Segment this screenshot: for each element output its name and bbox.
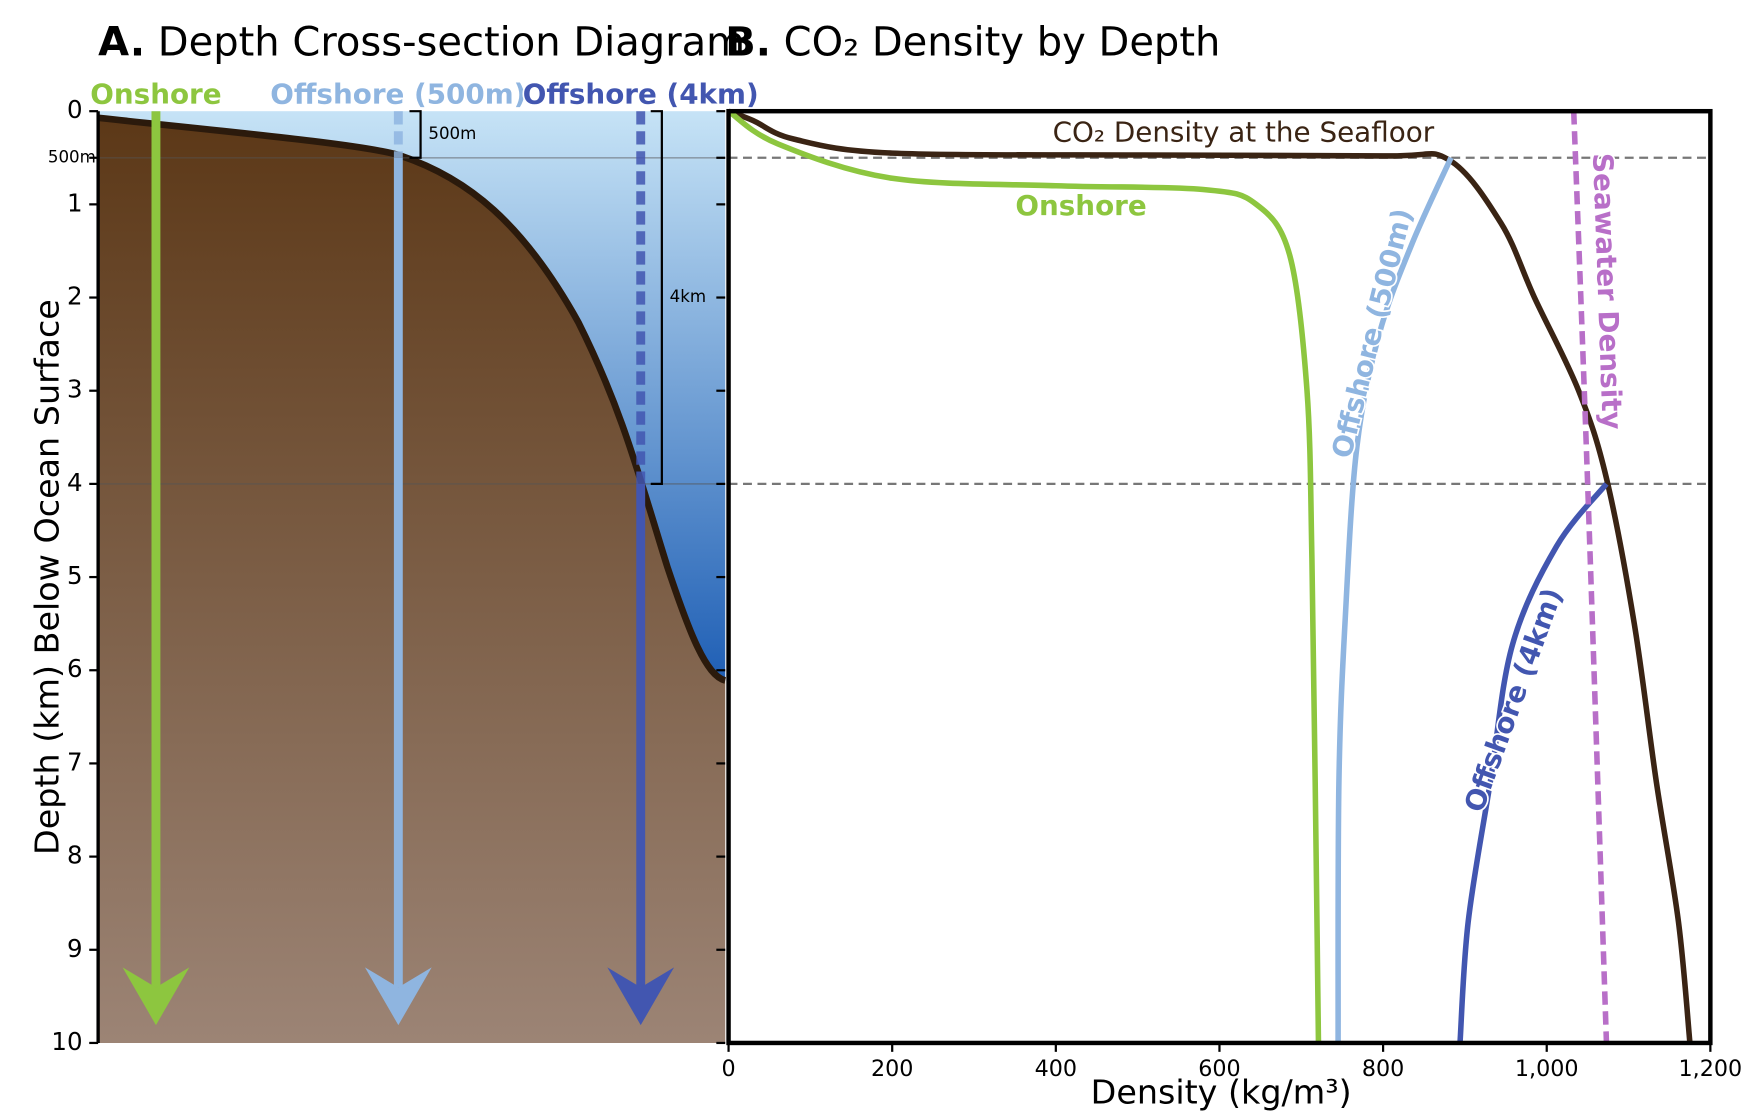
series-line	[1570, 111, 1610, 1044]
x-axis-label: Density (kg/m³)	[1091, 1073, 1352, 1112]
y-tick-label: 10	[51, 1027, 82, 1056]
x-tick-label: 600	[1198, 1056, 1240, 1082]
bracket-label: 4km	[670, 287, 706, 306]
well-arrowhead	[122, 967, 190, 1026]
y-tick-label: 9	[67, 934, 83, 963]
well-arrowhead	[607, 967, 675, 1026]
y-tick-label: 2	[67, 282, 83, 311]
y-tick-label: 7	[67, 747, 83, 776]
series-label: Onshore	[1015, 189, 1146, 222]
x-tick-label: 800	[1362, 1056, 1404, 1082]
y-tick-label: 8	[67, 841, 83, 870]
series-label: Offshore (4km)	[1457, 584, 1569, 817]
panel-b-title: B. CO₂ Density by Depth	[725, 19, 1220, 65]
y-axis-label: Depth (km) Below Ocean Surface	[28, 299, 67, 855]
series-label: Seawater Density	[1586, 152, 1629, 430]
well-arrowhead	[364, 967, 432, 1026]
y-tick-label: 0	[67, 95, 83, 124]
bracket	[650, 110, 663, 486]
y-tick-label: 4	[67, 468, 83, 497]
series-label: Offshore (500m)	[1325, 205, 1419, 461]
title: Depth Cross-section Diagram	[158, 19, 745, 65]
x-tick-label: 200	[871, 1056, 913, 1082]
y-tick-label: 500m	[48, 147, 96, 166]
y-tick-label: 5	[67, 561, 83, 590]
series-line	[1457, 482, 1609, 1044]
well-label: Offshore (500m)	[270, 78, 526, 111]
rock	[98, 117, 726, 1043]
bracket	[409, 110, 422, 159]
plot-frame	[726, 108, 1713, 1046]
series-line	[1335, 156, 1454, 1043]
panel-letter: B.	[725, 19, 771, 65]
panel-letter: A.	[98, 19, 145, 65]
series-label: CO₂ Density at the Seafloor	[1053, 115, 1435, 148]
panel-a-title: A. Depth Cross-section Diagram	[98, 19, 745, 65]
x-tick-label: 0	[721, 1056, 735, 1082]
title: CO₂ Density by Depth	[784, 19, 1221, 65]
series-line	[727, 108, 1693, 1044]
seafloor	[97, 114, 727, 684]
well-label: Offshore (4km)	[523, 78, 759, 111]
y-tick-label: 1	[67, 188, 83, 217]
x-tick-label: 400	[1035, 1056, 1077, 1082]
x-tick-label: 1,000	[1515, 1056, 1579, 1082]
well-label: Onshore	[90, 78, 221, 111]
series-line	[726, 108, 1322, 1043]
y-tick-label: 6	[67, 654, 83, 683]
y-tick-label: 3	[67, 375, 83, 404]
bracket-label: 500m	[428, 124, 476, 143]
x-tick-label: 1,200	[1679, 1056, 1743, 1082]
